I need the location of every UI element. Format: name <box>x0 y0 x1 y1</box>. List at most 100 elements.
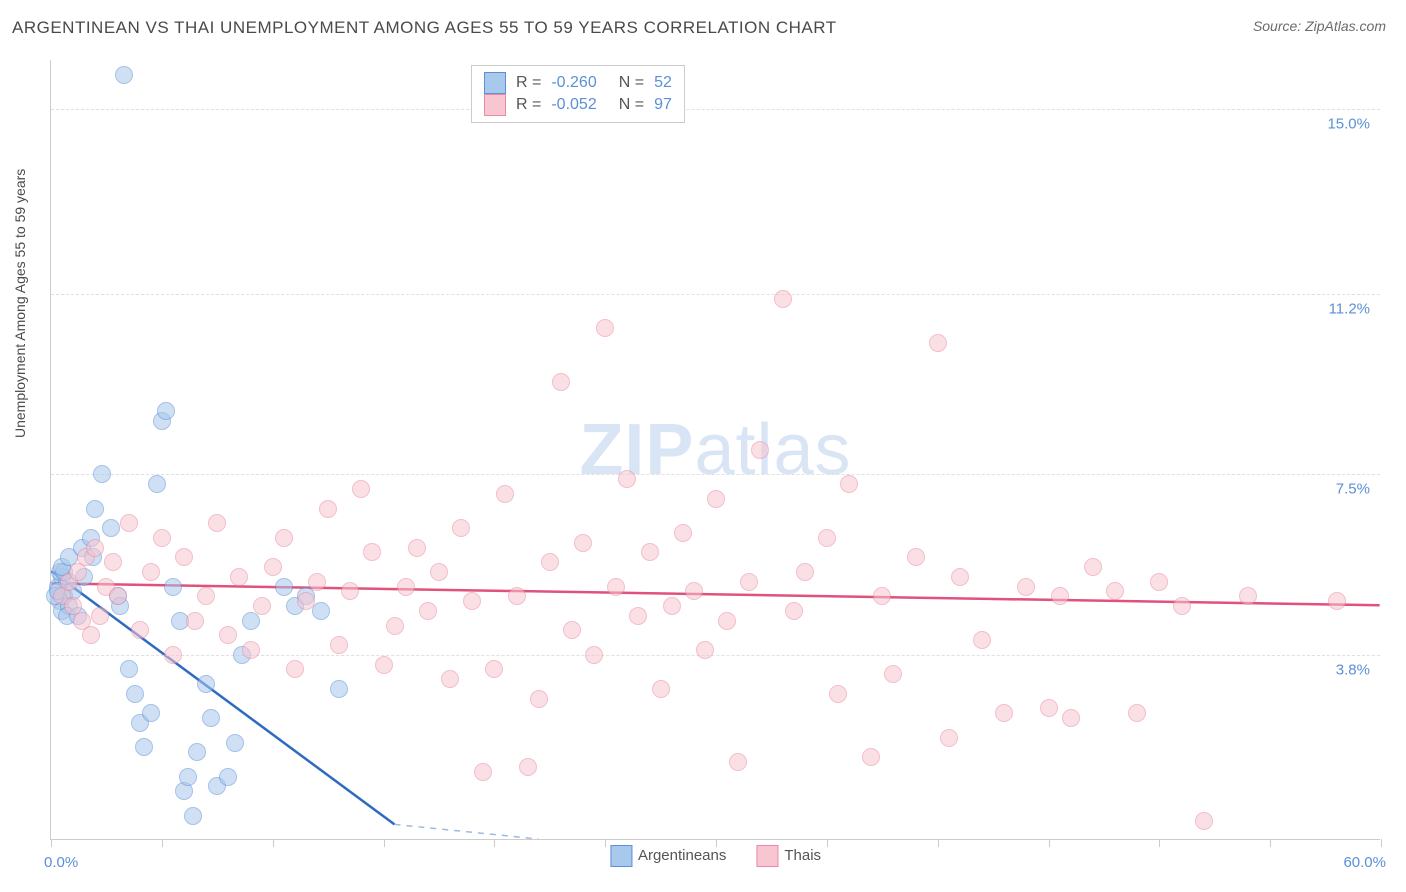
scatter-point <box>1150 573 1168 591</box>
legend-n-label: N = <box>619 74 644 92</box>
scatter-point <box>341 582 359 600</box>
scatter-point <box>230 568 248 586</box>
scatter-point <box>157 402 175 420</box>
scatter-point <box>286 660 304 678</box>
scatter-point <box>696 641 714 659</box>
scatter-point <box>596 319 614 337</box>
scatter-point <box>929 334 947 352</box>
scatter-point <box>796 563 814 581</box>
tick-x <box>494 839 495 847</box>
scatter-point <box>951 568 969 586</box>
tick-x <box>716 839 717 847</box>
scatter-point <box>940 729 958 747</box>
scatter-point <box>419 602 437 620</box>
scatter-point <box>197 587 215 605</box>
scatter-point <box>188 743 206 761</box>
scatter-point <box>91 607 109 625</box>
scatter-point <box>907 548 925 566</box>
scatter-point <box>120 660 138 678</box>
legend-r-label: R = <box>516 74 541 92</box>
scatter-point <box>208 514 226 532</box>
scatter-point <box>873 587 891 605</box>
scatter-point <box>319 500 337 518</box>
tick-x <box>605 839 606 847</box>
scatter-point <box>740 573 758 591</box>
scatter-point <box>253 597 271 615</box>
scatter-point <box>226 734 244 752</box>
tick-x <box>827 839 828 847</box>
scatter-point <box>707 490 725 508</box>
tick-x <box>51 839 52 847</box>
scatter-point <box>219 768 237 786</box>
legend-series-item: Argentineans <box>610 845 726 867</box>
scatter-point <box>109 587 127 605</box>
legend-r-value: -0.052 <box>551 96 596 114</box>
scatter-point <box>115 66 133 84</box>
scatter-point <box>1328 592 1346 610</box>
scatter-point <box>1128 704 1146 722</box>
y-tick-label: 11.2% <box>1329 301 1370 318</box>
tick-x <box>162 839 163 847</box>
scatter-point <box>973 631 991 649</box>
scatter-point <box>397 578 415 596</box>
legend-swatch <box>484 94 506 116</box>
scatter-point <box>1062 709 1080 727</box>
scatter-point <box>718 612 736 630</box>
scatter-point <box>330 636 348 654</box>
plot-area: ZIPatlas R = -0.260N = 52R = -0.052N = 9… <box>50 60 1380 840</box>
scatter-point <box>785 602 803 620</box>
scatter-point <box>474 763 492 781</box>
y-axis-label: Unemployment Among Ages 55 to 59 years <box>12 169 28 438</box>
scatter-point <box>297 592 315 610</box>
scatter-point <box>1051 587 1069 605</box>
scatter-point <box>242 641 260 659</box>
gridline-h <box>51 109 1380 110</box>
scatter-point <box>463 592 481 610</box>
x-tick-max: 60.0% <box>1343 854 1386 871</box>
scatter-point <box>184 807 202 825</box>
legend-swatch <box>610 845 632 867</box>
legend-series-label: Argentineans <box>638 847 726 864</box>
scatter-point <box>618 470 636 488</box>
scatter-point <box>774 290 792 308</box>
scatter-point <box>363 543 381 561</box>
y-tick-label: 15.0% <box>1327 115 1370 132</box>
scatter-point <box>674 524 692 542</box>
source-label: Source: ZipAtlas.com <box>1253 18 1386 34</box>
scatter-point <box>563 621 581 639</box>
scatter-point <box>275 578 293 596</box>
chart-title: ARGENTINEAN VS THAI UNEMPLOYMENT AMONG A… <box>12 18 837 38</box>
scatter-point <box>1017 578 1035 596</box>
legend-series-label: Thais <box>784 847 821 864</box>
scatter-point <box>884 665 902 683</box>
x-tick-min: 0.0% <box>44 854 78 871</box>
scatter-point <box>308 573 326 591</box>
scatter-point <box>142 704 160 722</box>
scatter-point <box>541 553 559 571</box>
scatter-point <box>508 587 526 605</box>
watermark-zip: ZIP <box>579 410 694 490</box>
scatter-point <box>86 500 104 518</box>
scatter-point <box>530 690 548 708</box>
scatter-point <box>202 709 220 727</box>
scatter-point <box>1239 587 1257 605</box>
y-tick-label: 3.8% <box>1336 661 1370 678</box>
scatter-point <box>186 612 204 630</box>
scatter-point <box>1084 558 1102 576</box>
legend-n-value: 52 <box>654 74 672 92</box>
tick-x <box>384 839 385 847</box>
scatter-point <box>131 621 149 639</box>
scatter-point <box>330 680 348 698</box>
scatter-point <box>135 738 153 756</box>
scatter-point <box>175 548 193 566</box>
scatter-point <box>197 675 215 693</box>
tick-x <box>1270 839 1271 847</box>
scatter-point <box>552 373 570 391</box>
scatter-point <box>519 758 537 776</box>
tick-x <box>938 839 939 847</box>
scatter-point <box>264 558 282 576</box>
legend-r-label: R = <box>516 96 541 114</box>
scatter-point <box>375 656 393 674</box>
scatter-point <box>995 704 1013 722</box>
scatter-point <box>585 646 603 664</box>
